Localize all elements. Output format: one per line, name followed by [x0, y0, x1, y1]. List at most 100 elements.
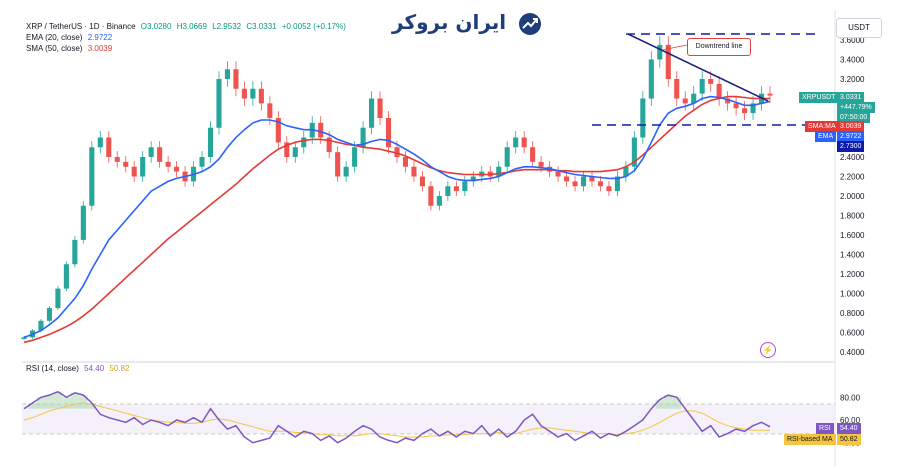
high-value: H3.0669 [176, 22, 207, 31]
downtrend-annotation[interactable]: Downtrend line [687, 38, 751, 56]
tag-ema-label: EMA [818, 133, 834, 140]
low-value: L2.9532 [212, 22, 242, 31]
rsi-tick-label: 80.00 [840, 393, 861, 402]
countdown-tag: 07:50:00 [837, 112, 871, 123]
rsi-ma-value-tag: 50.82 [837, 434, 861, 445]
candle-body [428, 186, 434, 206]
candle-body [241, 88, 247, 99]
brand-logo: ایران بروکر [392, 10, 542, 35]
candle-body [402, 157, 409, 167]
candle-body [453, 186, 459, 192]
lightning-icon[interactable]: ⚡ [760, 342, 776, 358]
candle-body [165, 161, 171, 167]
candle-body [614, 176, 620, 192]
candle-body [131, 166, 137, 177]
sma-legend[interactable]: SMA (50, close) 3.0039 [26, 44, 112, 53]
candle-body [46, 308, 52, 321]
ema-value-tag: 2.9722 [837, 131, 865, 142]
price-tick-label: 3.6000 [840, 36, 865, 45]
candle-body [606, 186, 612, 192]
candle-body [106, 137, 112, 157]
candle-body [708, 79, 714, 84]
candle-body [21, 337, 27, 339]
ema-label-tag: EMA [815, 131, 837, 142]
candle-body [140, 157, 146, 177]
tag-countdown: 07:50:00 [840, 114, 868, 121]
ohlc-legend: XRP / TetherUS · 1D · Binance O3.0280 H3… [26, 22, 346, 31]
change-tag: +447.79% [837, 102, 875, 113]
candle-body [284, 142, 290, 157]
candle-body [369, 98, 375, 128]
candle-body [521, 137, 527, 148]
rsi-legend[interactable]: RSI (14, close) 54.40 50.82 [26, 364, 129, 373]
candle-body [564, 176, 570, 182]
candle-body [665, 44, 671, 79]
candle-body [470, 176, 476, 182]
price-tick-label: 2.4000 [840, 153, 865, 162]
candle-body [504, 147, 510, 167]
price-tick-label: 0.4000 [840, 348, 865, 357]
candle-body [360, 127, 366, 148]
candle-body [394, 147, 400, 157]
tag-rsi-ma-label: RSI-based MA [787, 436, 833, 443]
rsi-ma-line [23, 402, 770, 438]
candle-body [513, 137, 519, 148]
rsi-legend-value: 54.40 [84, 364, 105, 373]
candle-body [699, 79, 705, 94]
symbol-label[interactable]: XRP / TetherUS · 1D · Binance [26, 22, 136, 31]
candle-body [623, 166, 629, 177]
candle-body [114, 157, 120, 162]
candle-body [657, 44, 663, 60]
rsi-label-tag: RSI [816, 423, 834, 434]
change-value: +0.0052 (+0.17%) [281, 22, 346, 31]
price-tick-label: 2.0000 [840, 192, 865, 201]
annotation-pointer [661, 44, 688, 51]
last-price-tag: 3.0331 [837, 92, 865, 103]
candle-body [55, 288, 61, 309]
candle-body [326, 137, 332, 153]
rsi-value-tag: 54.40 [837, 423, 861, 434]
open-value: O3.0280 [140, 22, 172, 31]
sma-legend-label: SMA (50, close) [26, 44, 83, 53]
candle-body [335, 152, 341, 177]
price-tick-label: 3.4000 [840, 56, 865, 65]
price-tick-label: 1.8000 [840, 212, 865, 221]
brand-name: ایران بروکر [392, 10, 507, 34]
candle-body [538, 161, 544, 167]
candle-body [691, 93, 697, 104]
candle-body [199, 157, 205, 167]
candle-body [258, 88, 264, 104]
candle-body [377, 98, 383, 118]
candle-body [648, 59, 654, 99]
chart-arrow-icon [519, 12, 542, 35]
candle-body [555, 171, 561, 177]
candle-body [301, 137, 307, 148]
candle-body [224, 69, 230, 79]
price-tick-label: 0.6000 [840, 329, 865, 338]
symbol-price-tag: XRPUSDT [799, 92, 839, 103]
candle-body [216, 79, 222, 128]
tag-rsi-ma-value: 50.82 [840, 436, 858, 443]
price-tick-label: 3.2000 [840, 75, 865, 84]
currency-button[interactable]: USDT [836, 18, 882, 38]
candle-body [589, 176, 595, 182]
candle-body [419, 176, 425, 187]
rsi-legend-label: RSI (14, close) [26, 364, 79, 373]
tag-change: +447.79% [840, 104, 872, 111]
tag-support-value: 2.7300 [840, 143, 862, 150]
candle-body [174, 166, 180, 172]
candle-body [318, 122, 324, 138]
price-axis: 3.60003.40003.20003.00002.80002.60002.40… [840, 36, 865, 357]
ema-legend-label: EMA (20, close) [26, 33, 83, 42]
rsi-ma-legend-value: 50.82 [109, 364, 130, 373]
candle-body [445, 186, 451, 196]
ema-legend[interactable]: EMA (20, close) 2.9722 [26, 33, 112, 42]
rsi-overbought-fill [28, 391, 681, 409]
rsi-ma-label-tag: RSI-based MA [784, 434, 836, 445]
candle-body [742, 108, 748, 114]
rsi-line [23, 390, 771, 444]
ema-legend-value: 2.9722 [87, 33, 113, 42]
candle-body [267, 103, 273, 118]
